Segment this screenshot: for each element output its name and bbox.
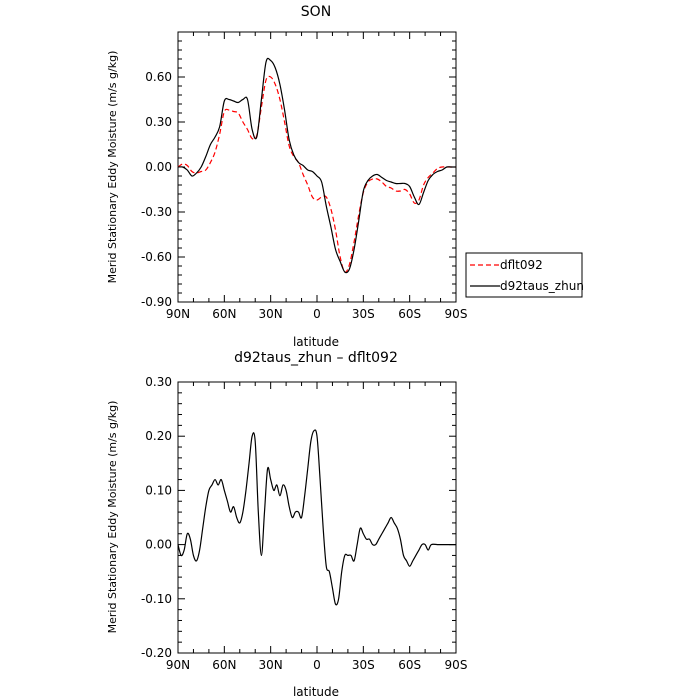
top-panel-title: SON (301, 4, 331, 20)
bottom-plot-frame (177, 381, 457, 654)
legend-label-d92taus-zhun: d92taus_zhun (500, 279, 584, 293)
bottom-panel: d92taus_zhun – dflt092 90N 60N 30N 0 30S 60S 9… (106, 350, 467, 699)
x-tick-label: 30S (352, 307, 375, 321)
top-panel-xlabel: latitude (293, 335, 339, 349)
x-tick-label: 90N (166, 307, 190, 321)
bottom-panel-series (177, 429, 456, 606)
x-tick-label: 60N (212, 307, 236, 321)
y-tick-label: -0.20 (141, 646, 172, 660)
y-tick-label: 0.30 (145, 375, 172, 389)
y-tick-label: 0.10 (145, 483, 172, 497)
bottom-panel-title: d92taus_zhun – dflt092 (234, 350, 398, 366)
top-panel-series (177, 57, 456, 274)
top-plot-frame (177, 31, 457, 303)
y-tick-label: -0.60 (141, 250, 172, 264)
series-line-1-0 (177, 429, 456, 606)
bottom-panel-xlabel: latitude (293, 685, 339, 699)
x-tick-label: 0 (313, 658, 321, 672)
series-line-0-0 (177, 75, 456, 273)
x-tick-label: 90N (166, 658, 190, 672)
y-tick-label: -0.10 (141, 592, 172, 606)
x-tick-label: 30N (259, 658, 283, 672)
x-tick-label: 60N (212, 658, 236, 672)
y-tick-label: 0.00 (145, 538, 172, 552)
y-tick-label: -0.30 (141, 205, 172, 219)
legend-box (465, 252, 583, 298)
y-tick-label: 0.30 (145, 115, 172, 129)
y-tick-label: 0.60 (145, 70, 172, 84)
x-tick-label: 60S (398, 658, 421, 672)
legend-label-dflt092: dflt092 (500, 258, 543, 272)
top-panel-ticks: 90N 60N 30N 0 30S 60S 90S -0.90 -0.60 -0.30 0.00 0.… (141, 32, 468, 321)
x-tick-label: 30S (352, 658, 375, 672)
y-tick-label: 0.20 (145, 429, 172, 443)
y-tick-label: 0.00 (145, 160, 172, 174)
x-tick-label: 30N (259, 307, 283, 321)
y-tick-label: -0.90 (141, 295, 172, 309)
x-tick-label: 90S (445, 307, 468, 321)
legend: dflt092 d92taus_zhun (465, 252, 584, 298)
x-tick-label: 0 (313, 307, 321, 321)
top-panel-ylabel: Merid Stationary Eddy Moisture (m/s g/kg… (106, 51, 119, 284)
top-panel: SON 90N 60N 30N 0 30S 60S 90S -0.90 -0.60 -0.30 0.… (106, 4, 584, 349)
bottom-panel-ylabel: Merid Stationary Eddy Moisture (m/s g/kg… (106, 401, 119, 634)
bottom-panel-ticks: 90N 60N 30N 0 30S 60S 90S -0.20 -0.10 0.00 0.10 0.2… (141, 375, 468, 672)
series-line-0-1 (177, 57, 456, 274)
x-tick-label: 90S (445, 658, 468, 672)
x-tick-label: 60S (398, 307, 421, 321)
